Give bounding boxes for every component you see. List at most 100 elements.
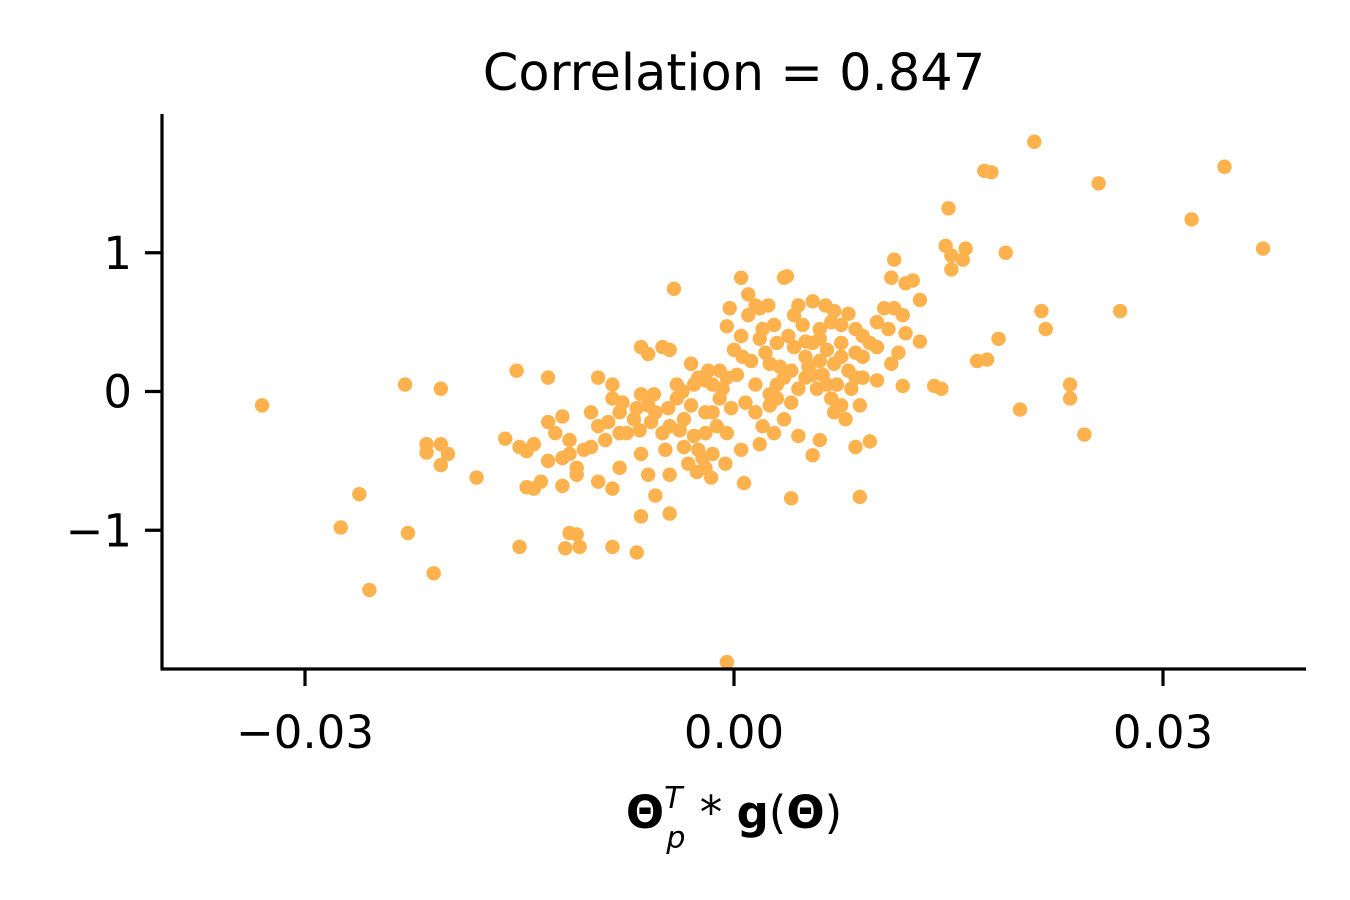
data-point — [612, 460, 627, 476]
data-point — [944, 248, 959, 263]
data-point — [723, 400, 739, 416]
data-point — [758, 345, 773, 360]
data-point — [733, 270, 749, 285]
data-point — [672, 423, 687, 438]
data-point — [801, 359, 816, 374]
data-point — [254, 398, 270, 413]
data-point — [912, 334, 928, 349]
data-point — [498, 431, 513, 446]
data-point — [509, 363, 524, 378]
data-point — [748, 377, 763, 392]
data-point — [629, 545, 644, 560]
data-point — [786, 339, 802, 355]
data-point — [676, 439, 692, 455]
x-label-theta: Θ — [626, 786, 664, 839]
data-point — [722, 301, 737, 316]
data-point — [762, 398, 777, 413]
data-point — [852, 398, 868, 413]
data-point — [869, 314, 885, 330]
data-point — [555, 409, 570, 424]
data-point — [676, 412, 692, 427]
data-point — [969, 353, 985, 369]
data-point — [852, 489, 868, 505]
data-point — [824, 391, 839, 406]
data-point — [666, 281, 682, 297]
data-point — [612, 425, 627, 441]
data-point — [809, 381, 825, 396]
data-point — [844, 381, 859, 396]
data-point — [633, 509, 649, 524]
data-point — [352, 486, 367, 502]
data-point — [605, 481, 620, 496]
x-tick-label: 0.00 — [684, 706, 784, 759]
data-point — [855, 370, 870, 385]
data-point — [1077, 427, 1092, 442]
y-tick-label: −1 — [66, 504, 132, 557]
data-point — [615, 395, 630, 410]
data-point — [841, 363, 856, 378]
data-point — [752, 437, 767, 452]
data-point — [698, 425, 713, 441]
data-point — [433, 381, 449, 396]
points-layer — [254, 134, 1271, 670]
data-point — [769, 335, 785, 351]
data-point — [569, 467, 584, 482]
data-point — [895, 378, 910, 394]
data-point — [766, 425, 782, 441]
data-point — [781, 328, 796, 344]
x-label-theta2: Θ — [786, 786, 824, 839]
data-point — [761, 298, 776, 313]
data-point — [433, 457, 449, 473]
x-ticks: −0.03 0.00 0.03 — [236, 669, 1213, 759]
data-point — [641, 467, 656, 482]
x-label-sup: T — [664, 781, 685, 816]
data-point — [741, 307, 756, 323]
data-point — [1184, 212, 1199, 227]
data-point — [1112, 303, 1128, 319]
data-point — [884, 270, 899, 285]
data-point — [683, 356, 699, 371]
data-point — [812, 353, 827, 369]
data-point — [841, 306, 856, 321]
data-point — [998, 245, 1013, 260]
data-point — [562, 446, 577, 462]
data-point — [569, 527, 584, 542]
data-point — [829, 377, 845, 392]
data-point — [662, 467, 677, 482]
data-point — [675, 384, 690, 399]
data-point — [590, 370, 606, 385]
data-point — [791, 428, 806, 444]
data-point — [600, 414, 616, 430]
data-point — [779, 269, 795, 284]
data-point — [958, 241, 973, 256]
data-point — [755, 418, 770, 434]
data-point — [469, 470, 484, 485]
data-point — [1038, 321, 1053, 337]
data-point — [741, 287, 756, 302]
data-point — [512, 539, 527, 555]
data-point — [658, 442, 673, 457]
data-point — [1034, 303, 1049, 319]
data-point — [641, 398, 656, 413]
x-tick-label: −0.03 — [236, 706, 374, 759]
data-point — [862, 434, 878, 449]
data-point — [333, 520, 348, 535]
data-point — [848, 439, 863, 455]
data-point — [944, 262, 959, 277]
data-point — [701, 363, 716, 378]
data-point — [955, 252, 970, 267]
data-point — [733, 442, 749, 457]
data-point — [626, 412, 642, 427]
data-point — [519, 443, 534, 459]
x-label-op: * — [685, 786, 736, 839]
data-point — [791, 381, 806, 396]
data-point — [633, 387, 649, 402]
data-point — [719, 654, 735, 670]
data-point — [1255, 241, 1271, 256]
x-label-close: ) — [825, 786, 843, 839]
data-point — [855, 349, 870, 365]
data-point — [661, 400, 676, 416]
data-point — [838, 412, 853, 427]
data-point — [815, 367, 830, 383]
